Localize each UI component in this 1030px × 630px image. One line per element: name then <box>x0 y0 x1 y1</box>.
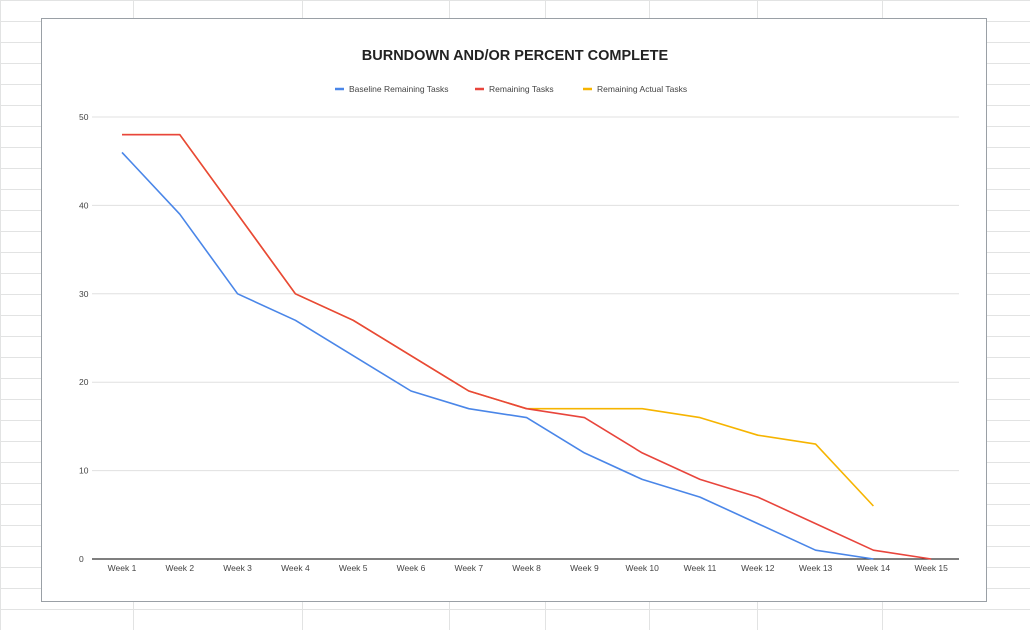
chart-title: BURNDOWN AND/OR PERCENT COMPLETE <box>362 48 669 64</box>
x-tick-label: Week 9 <box>570 563 599 573</box>
x-tick-label: Week 13 <box>799 563 833 573</box>
series-line-remaining-actual-tasks[interactable] <box>122 133 874 507</box>
x-tick-label: Week 11 <box>684 563 717 573</box>
y-tick-label: 20 <box>79 377 89 387</box>
series-line-remaining-tasks[interactable] <box>122 133 932 560</box>
chart-gridlines <box>92 116 959 560</box>
x-tick-label: Week 10 <box>626 563 660 573</box>
x-tick-label: Week 8 <box>512 563 541 573</box>
chart-series <box>121 133 932 560</box>
x-tick-label: Week 4 <box>281 563 310 573</box>
x-tick-label: Week 6 <box>397 563 426 573</box>
x-axis: Week 1 Week 2 Week 3 Week 4 Week 5 Week 6 Week… <box>108 563 949 573</box>
x-tick-label: Week 3 <box>223 563 252 573</box>
line-chart: BURNDOWN AND/OR PERCENT COMPLETE Baselin… <box>79 48 959 573</box>
y-tick-label: 0 <box>79 554 84 564</box>
legend-label[interactable]: Baseline Remaining Tasks <box>349 84 449 94</box>
y-tick-label: 50 <box>79 112 89 122</box>
legend-label[interactable]: Remaining Tasks <box>489 84 554 94</box>
x-tick-label: Week 14 <box>857 563 891 573</box>
x-tick-label: Week 15 <box>915 563 949 573</box>
x-tick-label: Week 1 <box>108 563 137 573</box>
y-tick-label: 10 <box>79 466 89 476</box>
x-tick-label: Week 5 <box>339 563 368 573</box>
legend-label[interactable]: Remaining Actual Tasks <box>597 84 687 94</box>
y-tick-label: 30 <box>79 289 89 299</box>
series-line-baseline-remaining-tasks[interactable] <box>121 151 874 560</box>
y-tick-label: 40 <box>79 200 89 210</box>
chart-container[interactable]: BURNDOWN AND/OR PERCENT COMPLETE Baselin… <box>41 18 987 602</box>
chart-legend: Baseline Remaining Tasks Remaining Tasks R… <box>335 84 687 94</box>
x-tick-label: Week 2 <box>165 563 194 573</box>
y-axis: 0 10 20 30 40 50 <box>79 112 89 564</box>
x-tick-label: Week 12 <box>741 563 775 573</box>
x-tick-label: Week 7 <box>454 563 483 573</box>
